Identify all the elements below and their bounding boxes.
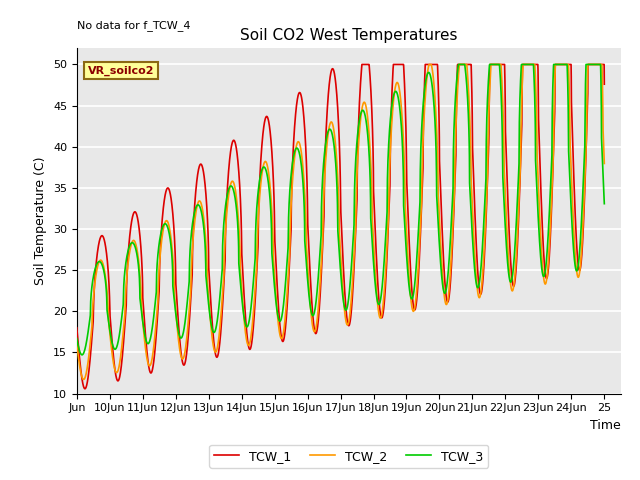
Text: No data for f_TCW_4: No data for f_TCW_4 (77, 20, 190, 31)
TCW_1 (534, 61, 541, 67)
TCW_2 (534, 161, 541, 167)
Text: VR_soilco2: VR_soilco2 (88, 65, 154, 75)
TCW_1 (73, 325, 81, 331)
TCW_3 (73, 336, 81, 341)
TCW_2 (600, 161, 608, 167)
TCW_1 (275, 315, 283, 321)
TCW_3 (298, 169, 306, 175)
Title: Soil CO2 West Temperatures: Soil CO2 West Temperatures (240, 28, 458, 43)
TCW_1 (591, 61, 598, 67)
TCW_1 (298, 98, 306, 104)
TCW_2 (298, 156, 306, 162)
TCW_3 (600, 201, 608, 206)
TCW_2 (591, 61, 598, 67)
TCW_2 (80, 376, 88, 382)
Line: TCW_3: TCW_3 (77, 64, 604, 355)
Y-axis label: Soil Temperature (C): Soil Temperature (C) (35, 156, 47, 285)
TCW_2 (164, 221, 172, 227)
X-axis label: Time: Time (590, 419, 621, 432)
TCW_3 (534, 200, 541, 205)
TCW_1 (164, 185, 172, 191)
TCW_3 (275, 318, 283, 324)
TCW_3 (591, 61, 598, 67)
TCW_1 (81, 386, 89, 392)
Legend: TCW_1, TCW_2, TCW_3: TCW_1, TCW_2, TCW_3 (209, 445, 488, 468)
TCW_2 (275, 328, 283, 334)
TCW_3 (454, 61, 462, 67)
TCW_2 (133, 247, 141, 253)
TCW_2 (426, 61, 433, 67)
Line: TCW_2: TCW_2 (77, 64, 604, 379)
TCW_2 (73, 341, 81, 347)
TCW_3 (78, 352, 86, 358)
TCW_1 (358, 61, 366, 67)
TCW_3 (164, 227, 172, 233)
Line: TCW_1: TCW_1 (77, 64, 604, 389)
TCW_1 (133, 214, 141, 219)
TCW_1 (600, 81, 608, 87)
TCW_3 (133, 252, 141, 258)
